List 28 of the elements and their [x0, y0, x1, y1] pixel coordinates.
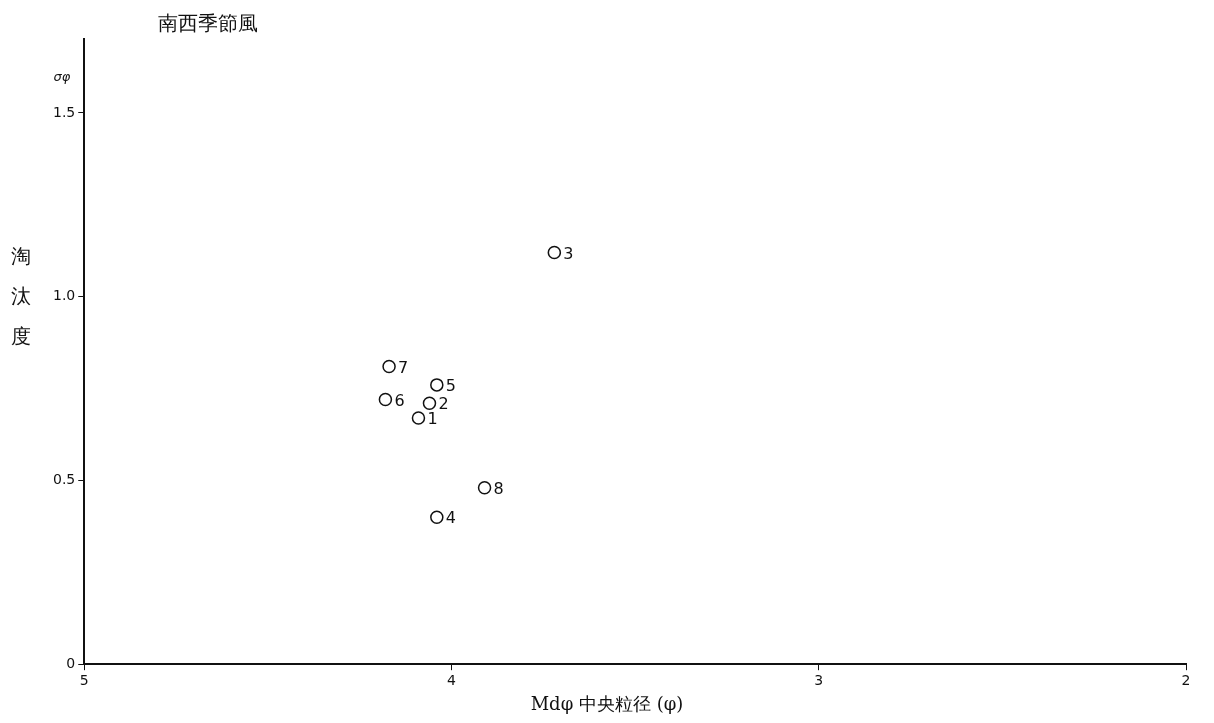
point: [430, 378, 444, 392]
annotation: 8: [493, 478, 504, 498]
point: [430, 510, 444, 524]
text: σφ: [53, 69, 71, 85]
x-tick-label: 2: [1181, 672, 1191, 689]
point: [547, 245, 562, 260]
annotation: 6: [394, 390, 405, 410]
annotation: 5: [445, 376, 457, 396]
x-tick-label: 3: [814, 672, 824, 689]
y-tick-label: 0: [66, 654, 76, 671]
y-tick-label: 1.0: [53, 287, 76, 304]
point: [382, 359, 396, 374]
y-tick-label: 0.5: [53, 471, 76, 488]
point: [422, 396, 437, 410]
point: [378, 392, 393, 407]
x-axis-title: Mdφ 中央粒径 (φ): [529, 692, 685, 716]
chart-title: 南西季節風: [158, 10, 258, 37]
annotation: 4: [445, 508, 457, 528]
point: [411, 411, 426, 425]
x-tick-label: 5: [79, 672, 89, 689]
annotation: 2: [438, 394, 449, 414]
y-axis-title: 淘汰度: [10, 243, 32, 350]
point: [477, 481, 492, 495]
annotation: 3: [563, 243, 574, 263]
x-tick-label: 4: [447, 672, 457, 689]
y-tick-label: 1.5: [53, 103, 76, 120]
annotation: 7: [398, 357, 409, 377]
annotation: 1: [427, 409, 438, 429]
